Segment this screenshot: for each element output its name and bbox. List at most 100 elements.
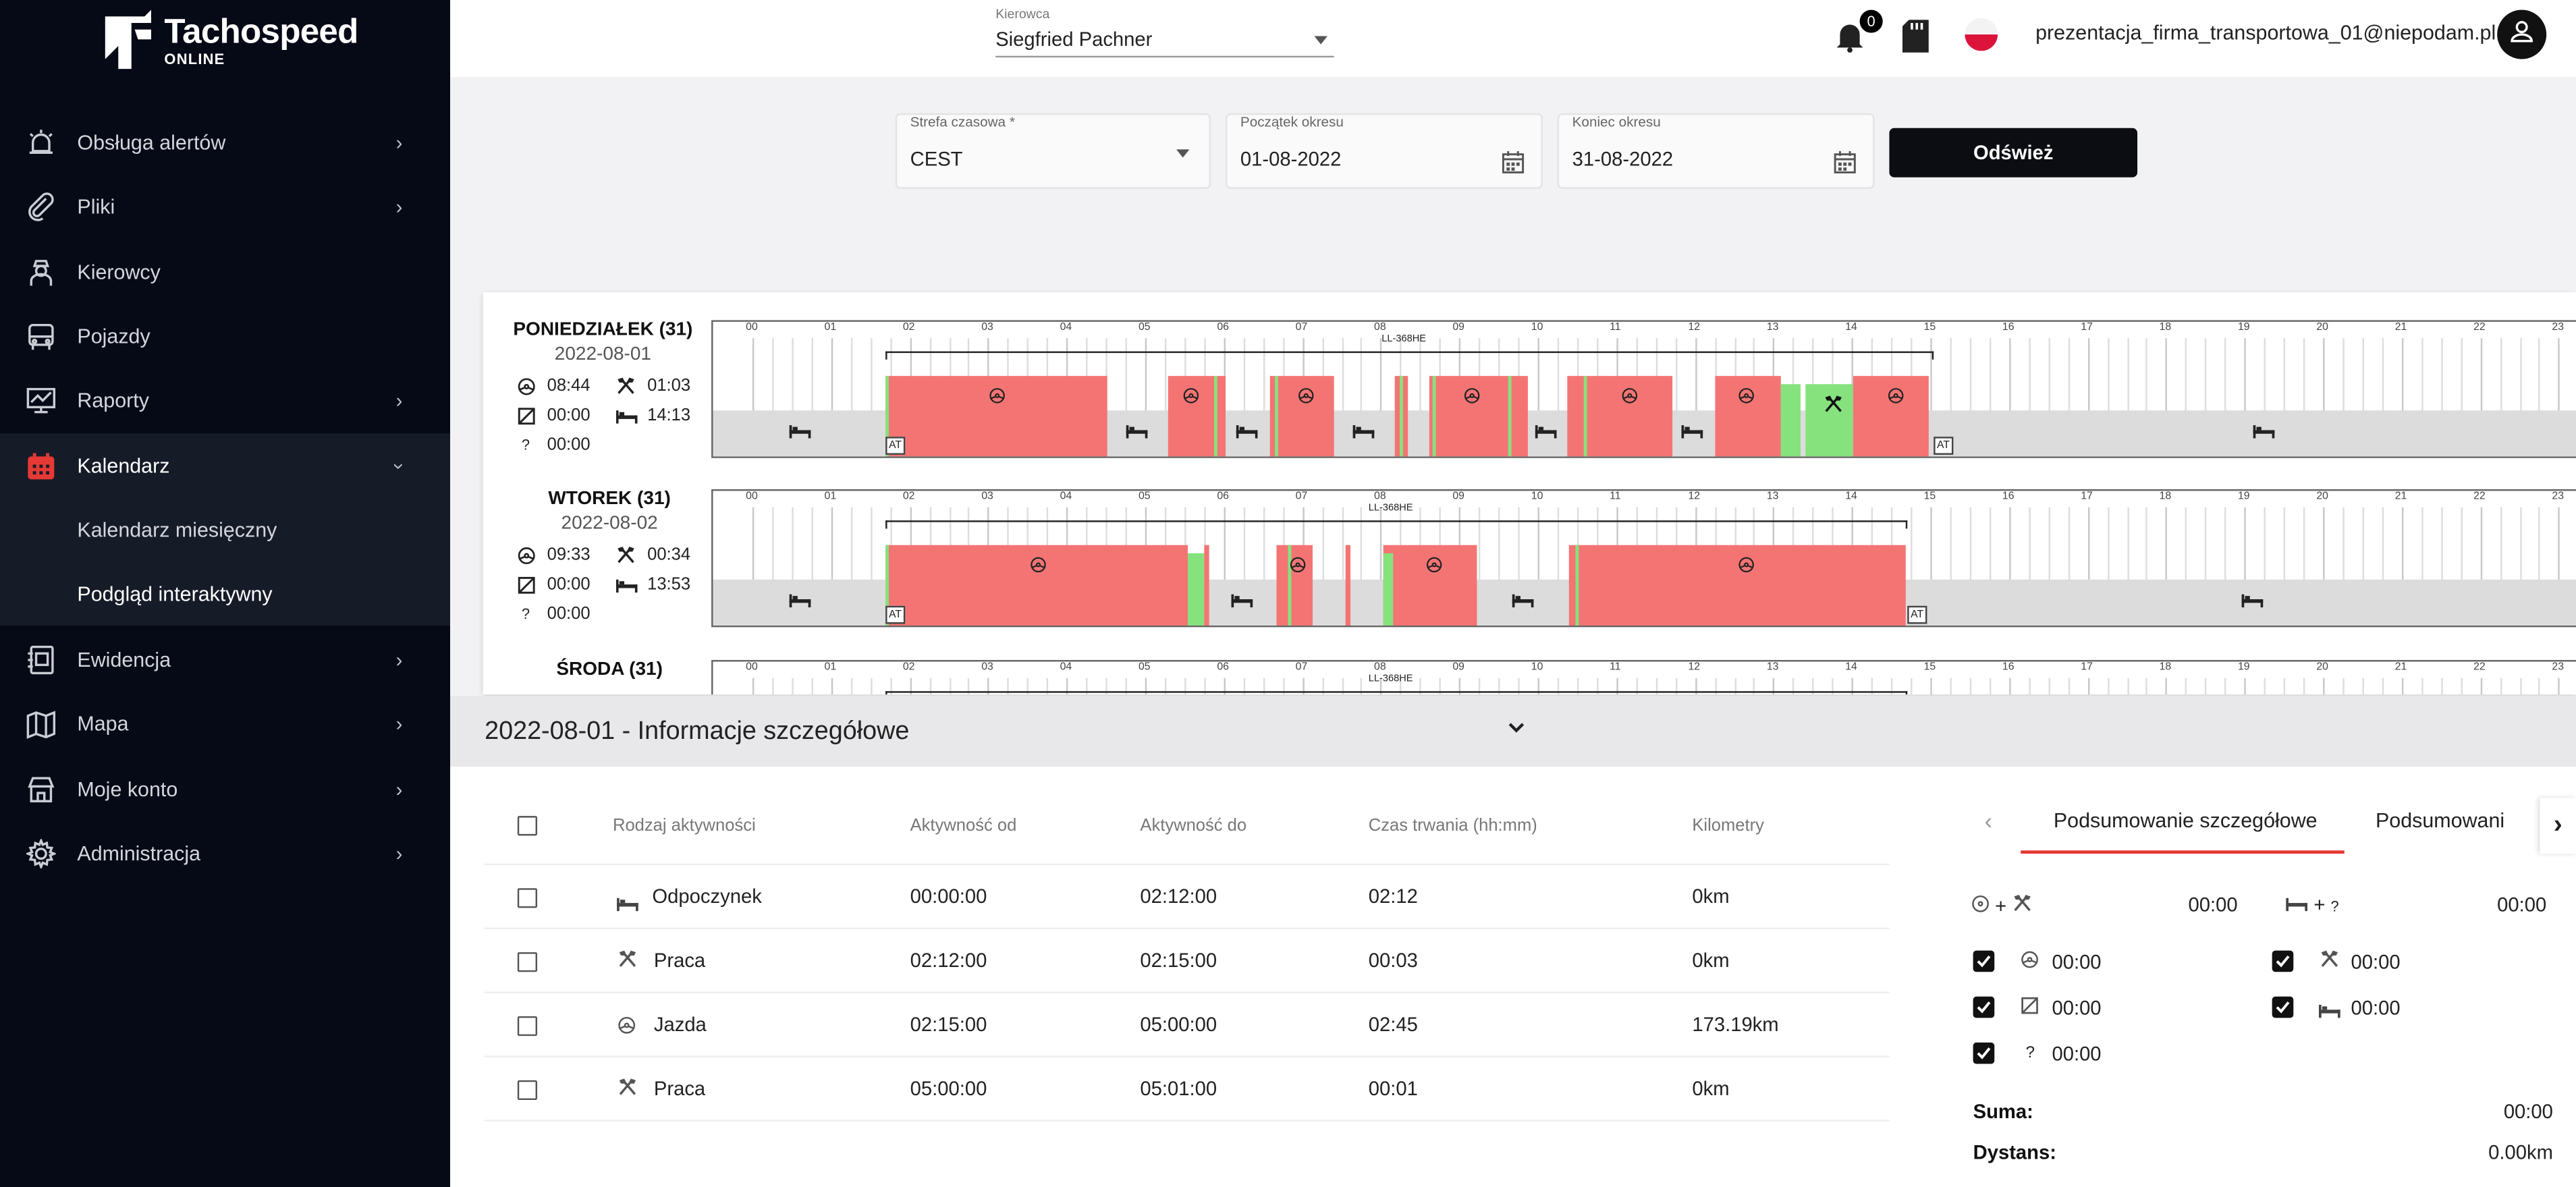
grid-line [1105, 507, 1107, 582]
grid-line [2460, 338, 2463, 412]
timeline-day-2[interactable]: 23 22 21 20 19 18 17 16 15 14 13 12 11 10 09 08 07 06 05 04… [711, 489, 2576, 628]
grid-line [2067, 507, 2070, 582]
availability-checkbox[interactable] [1973, 996, 1995, 1018]
chevron-down-icon: › [387, 462, 411, 469]
chevron-right-icon[interactable]: › [2540, 798, 2576, 854]
notification-badge: 0 [1858, 8, 1885, 35]
row-checkbox[interactable] [517, 952, 538, 972]
sidebar-item-records[interactable]: Ewidencja › [0, 627, 450, 691]
grid-line [752, 678, 755, 695]
work-checkbox[interactable] [2272, 950, 2294, 972]
timezone-select[interactable]: Strefa czasowa * CEST [895, 113, 1211, 189]
column-header-km[interactable]: Kilometry [1692, 816, 1764, 836]
sidebar-subitem-label: Podgląd interaktywny [77, 582, 273, 605]
grid-line [1989, 507, 1992, 582]
grid-line [1341, 507, 1344, 582]
availability-icon [514, 406, 537, 424]
grid-line [1361, 507, 1363, 582]
sidebar-item-vehicles[interactable]: Pojazdy [0, 304, 450, 368]
cell-from: 02:15:00 [910, 1013, 987, 1037]
grid-line [1479, 338, 1481, 412]
table-row[interactable]: Odpoczynek 00:00:00 02:12:00 02:12 0km [485, 865, 1890, 930]
cell-to: 02:12:00 [1140, 885, 1217, 908]
column-header-duration[interactable]: Czas trwania (hh:mm) [1368, 816, 1537, 836]
calendar-picker-icon[interactable] [1502, 150, 1525, 182]
grid-line [1695, 507, 1697, 582]
grid-line [1164, 678, 1167, 695]
grid-line [1675, 678, 1677, 695]
grid-line [1224, 338, 1226, 412]
grid-line [2362, 338, 2364, 412]
cell-to: 05:01:00 [1140, 1076, 1217, 1101]
sidebar-subitem-interactive[interactable]: Podgląd interaktywny [0, 561, 451, 626]
grid-line [1243, 678, 1245, 695]
sidebar-subitem-monthly[interactable]: Kalendarz miesięczny [0, 497, 451, 562]
row-checkbox[interactable] [517, 888, 538, 908]
logo[interactable]: Tachospeed ONLINE [102, 9, 358, 72]
grid-line [1616, 678, 1618, 695]
driver-select[interactable]: Kierowca Siegfried Pachner [995, 7, 1334, 58]
sidebar-item-files[interactable]: Pliki › [0, 174, 450, 238]
sum-value: 00:00 [2503, 1100, 2553, 1124]
sidebar-item-map[interactable]: Mapa › [0, 691, 450, 755]
unknown-checkbox[interactable] [1973, 1042, 1995, 1064]
sidebar-item-account[interactable]: Moje konto › [0, 757, 450, 821]
start-date-field[interactable]: Początek okresu 01-08-2022 [1225, 113, 1543, 189]
sidebar-item-calendar[interactable]: Kalendarz › [0, 433, 451, 498]
user-email[interactable]: prezentacja_firma_transportowa_01@niepod… [2035, 21, 2496, 45]
sd-card-icon[interactable] [1902, 20, 1929, 61]
bell-icon[interactable] [1835, 20, 1865, 61]
drive-total-value: 09:33 [547, 545, 591, 565]
column-header-activity[interactable]: Rodzaj aktywności [612, 816, 756, 836]
rest-checkbox[interactable] [2272, 996, 2294, 1018]
tab-detailed-summary[interactable]: Podsumowanie szczegółowe [2053, 809, 2318, 833]
calendar-picker-icon[interactable] [1834, 150, 1857, 182]
tab-summary[interactable]: Podsumowani [2376, 809, 2505, 833]
steering-wheel-icon [1464, 383, 1480, 412]
grid-line [1008, 338, 1010, 412]
row-checkbox[interactable] [517, 1080, 538, 1101]
sidebar-item-alerts[interactable]: Obsługa alertów › [0, 110, 450, 174]
details-header[interactable]: 2022-08-01 - Informacje szczegółowe [450, 696, 2576, 767]
driver-value: Siegfried Pachner [995, 28, 1153, 51]
work-total: 01:03 [614, 376, 690, 395]
grid-line [1695, 678, 1697, 695]
column-header-from[interactable]: Aktywność od [910, 816, 1017, 836]
select-all-checkbox[interactable] [517, 816, 538, 836]
hour-tick-label: 03 [981, 491, 993, 503]
drive-checkbox[interactable] [1973, 950, 1995, 972]
grid-line [1419, 338, 1422, 412]
sidebar-item-reports[interactable]: Raporty › [0, 368, 450, 432]
grid-line [1577, 507, 1579, 582]
grid-line [811, 678, 813, 695]
column-header-to[interactable]: Aktywność do [1140, 816, 1247, 836]
calendar-icon [26, 451, 56, 480]
bed-icon [788, 417, 811, 447]
row-checkbox[interactable] [517, 1016, 538, 1037]
table-row[interactable]: Jazda 02:15:00 05:00:00 02:45 173.19km [485, 993, 1890, 1057]
sidebar-item-drivers[interactable]: Kierowcy [0, 240, 450, 304]
hour-tick-label: 09 [1452, 321, 1464, 333]
timeline-day-3[interactable]: 23 22 21 20 19 18 17 16 15 14 13 12 11 10 09 08 07 06 05 04… [711, 660, 2576, 695]
cell-duration: 00:03 [1368, 949, 1418, 972]
grid-line [870, 507, 872, 582]
avatar[interactable] [2497, 9, 2547, 59]
report-icon [26, 385, 56, 415]
grid-line [2519, 678, 2521, 695]
end-date-field[interactable]: Koniec okresu 31-08-2022 [1557, 113, 1875, 189]
day-date: 2022-08-01 [554, 344, 651, 365]
sidebar-item-administration[interactable]: Administracja › [0, 821, 450, 885]
chevron-down-icon[interactable] [1506, 716, 1526, 746]
grid-line [1871, 678, 1873, 695]
polish-flag-icon[interactable] [1965, 18, 1998, 59]
grid-line [1930, 678, 1932, 695]
table-row[interactable]: Praca 05:00:00 05:01:00 00:01 0km [485, 1057, 1890, 1122]
grid-line [1440, 678, 1442, 695]
chevron-left-icon[interactable]: ‹ [1984, 807, 1993, 834]
drive-total: 09:33 [514, 545, 591, 565]
refresh-button[interactable]: Odśwież [1889, 128, 2138, 177]
border-crossing-label: AT [1907, 605, 1927, 624]
work-block [1288, 545, 1292, 626]
table-row[interactable]: Praca 02:12:00 02:15:00 00:03 0km [485, 929, 1890, 993]
timeline-day-1[interactable]: 23 22 21 20 19 18 17 16 15 14 13 12 11 10 09 08 07 06 05 04… [711, 320, 2576, 458]
